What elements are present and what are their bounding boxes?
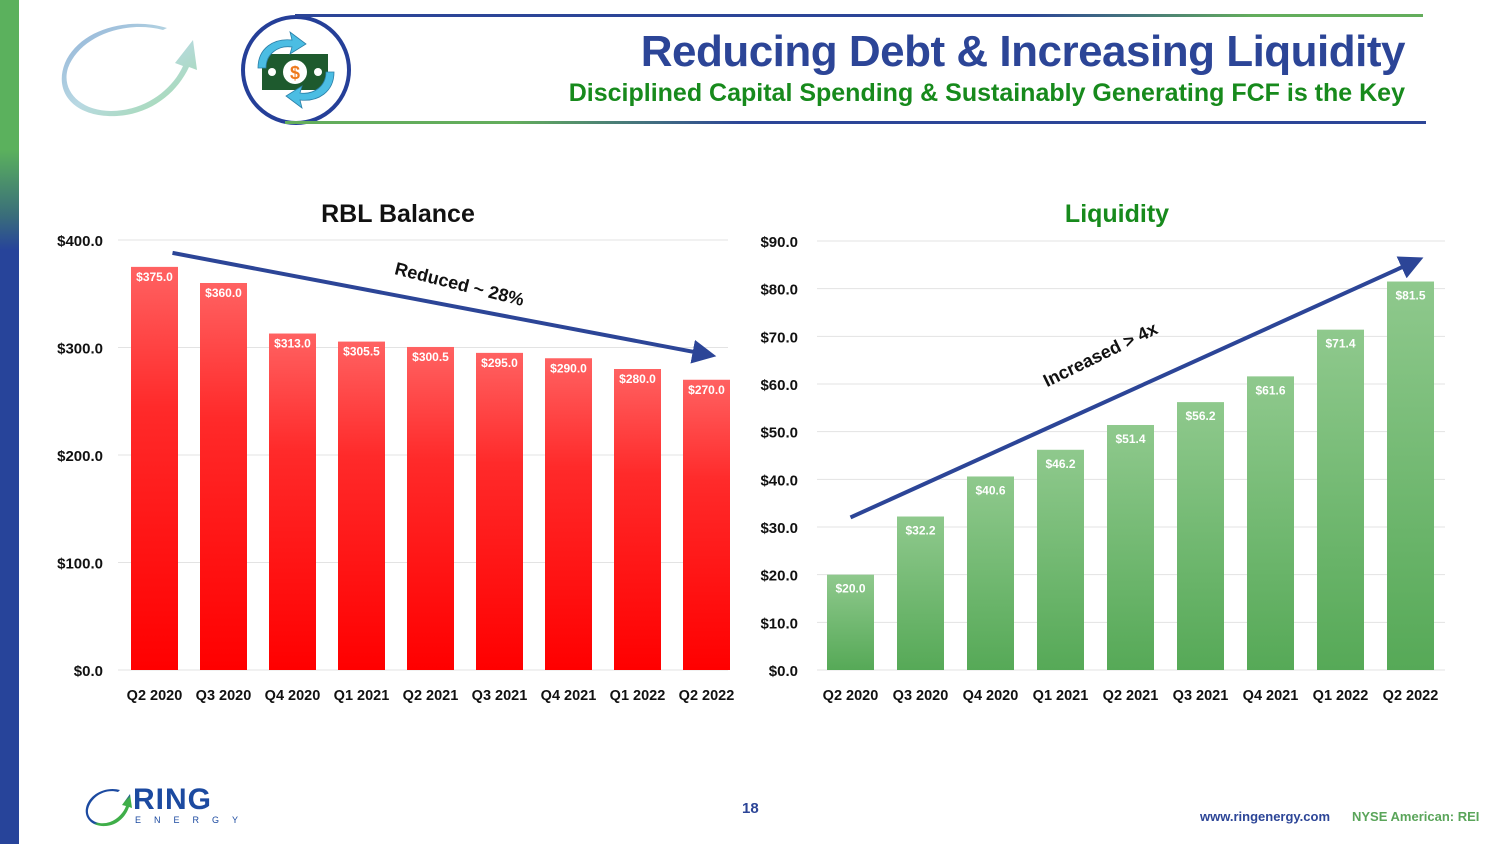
trend-arrow xyxy=(172,250,717,364)
x-tick-label: Q1 2022 xyxy=(610,688,666,704)
sidebar-accent-bar xyxy=(0,0,19,844)
data-label: $305.5 xyxy=(343,345,380,359)
y-tick-label: $60.0 xyxy=(760,377,798,394)
data-label: $375.0 xyxy=(136,270,173,284)
data-label: $295.0 xyxy=(481,356,518,370)
ring-logo-word: RING xyxy=(133,783,212,816)
data-label: $300.5 xyxy=(412,350,449,364)
bar xyxy=(338,341,385,670)
page-title: Reducing Debt & Increasing Liquidity xyxy=(640,27,1406,76)
ring-logo-subword: ENERGY xyxy=(135,815,252,825)
data-label: $81.5 xyxy=(1395,289,1425,303)
x-tick-label: Q2 2021 xyxy=(1103,688,1159,704)
ring-energy-logo-icon xyxy=(85,788,132,827)
bar xyxy=(1247,376,1294,670)
x-tick-label: Q2 2021 xyxy=(403,688,459,704)
y-tick-label: $0.0 xyxy=(74,663,103,680)
x-tick-label: Q1 2021 xyxy=(1033,688,1089,704)
page-number: 18 xyxy=(742,800,759,817)
x-tick-label: Q4 2020 xyxy=(265,688,321,704)
data-label: $40.6 xyxy=(975,483,1005,497)
y-tick-label: $300.0 xyxy=(57,341,103,358)
y-tick-label: $100.0 xyxy=(57,556,103,573)
data-label: $61.6 xyxy=(1255,383,1285,397)
trend-arrow xyxy=(849,256,1424,520)
bar xyxy=(614,369,661,670)
x-tick-label: Q1 2021 xyxy=(334,688,390,704)
y-tick-label: $0.0 xyxy=(769,663,798,680)
x-tick-label: Q2 2020 xyxy=(823,688,879,704)
x-tick-label: Q4 2021 xyxy=(541,688,597,704)
bar xyxy=(269,333,316,670)
data-label: $360.0 xyxy=(205,286,242,300)
page-subtitle: Disciplined Capital Spending & Sustainab… xyxy=(568,79,1405,107)
chart-title: RBL Balance xyxy=(321,200,475,228)
bar xyxy=(407,346,454,670)
bar xyxy=(683,379,730,670)
x-tick-label: Q3 2020 xyxy=(196,688,252,704)
y-tick-label: $70.0 xyxy=(760,329,798,346)
svg-text:$: $ xyxy=(290,63,300,83)
data-label: $46.2 xyxy=(1045,457,1075,471)
y-tick-label: $90.0 xyxy=(760,234,798,251)
bar xyxy=(967,476,1014,670)
x-tick-label: Q3 2021 xyxy=(1173,688,1229,704)
x-tick-label: Q3 2021 xyxy=(472,688,528,704)
data-label: $32.2 xyxy=(905,524,935,538)
bar xyxy=(476,352,523,670)
data-label: $51.4 xyxy=(1115,432,1145,446)
bar xyxy=(1107,424,1154,670)
bar xyxy=(1037,449,1084,670)
x-tick-label: Q2 2022 xyxy=(1383,688,1439,704)
data-label: $280.0 xyxy=(619,372,656,386)
y-tick-label: $50.0 xyxy=(760,425,798,442)
data-label: $56.2 xyxy=(1185,409,1215,423)
header-rule-top xyxy=(295,14,1423,17)
bar xyxy=(545,358,592,670)
bar xyxy=(1387,281,1434,670)
x-tick-label: Q3 2020 xyxy=(893,688,949,704)
y-tick-label: $40.0 xyxy=(760,472,798,489)
circular-arrow-logo-icon xyxy=(61,23,197,117)
liquidity-chart: Liquidity $0.0 $10.0 $20.0 $30.0 $40.0 $50.0 $… xyxy=(760,200,1445,704)
y-tick-label: $20.0 xyxy=(760,568,798,585)
x-tick-label: Q2 2022 xyxy=(679,688,735,704)
y-tick-label: $80.0 xyxy=(760,282,798,299)
trend-annotation: Increased > 4x xyxy=(1040,318,1161,391)
x-tick-label: Q4 2020 xyxy=(963,688,1019,704)
stock-ticker: NYSE American: REI xyxy=(1352,809,1480,824)
x-tick-label: Q1 2022 xyxy=(1313,688,1369,704)
bar xyxy=(1177,402,1224,670)
header-rule-bottom xyxy=(285,121,1426,124)
data-label: $313.0 xyxy=(274,337,311,351)
x-tick-label: Q2 2020 xyxy=(127,688,183,704)
y-tick-label: $400.0 xyxy=(57,233,103,250)
rbl-balance-chart: RBL Balance $0.0 $100.0 $200.0 $300.0 $400.0… xyxy=(57,200,734,704)
y-tick-label: $200.0 xyxy=(57,448,103,465)
website-link[interactable]: www.ringenergy.com xyxy=(1200,809,1331,824)
chart-title: Liquidity xyxy=(1065,200,1169,228)
bar xyxy=(1317,329,1364,670)
bar xyxy=(897,516,944,670)
data-label: $71.4 xyxy=(1325,337,1355,351)
data-label: $270.0 xyxy=(688,383,725,397)
y-tick-label: $10.0 xyxy=(760,615,798,632)
trend-annotation: Reduced ~ 28% xyxy=(393,258,526,309)
data-label: $20.0 xyxy=(835,582,865,596)
y-tick-label: $30.0 xyxy=(760,520,798,537)
bar xyxy=(827,574,874,670)
bar xyxy=(200,283,247,670)
money-exchange-icon: $ xyxy=(241,15,351,125)
data-label: $290.0 xyxy=(550,361,587,375)
x-tick-label: Q4 2021 xyxy=(1243,688,1299,704)
bar xyxy=(131,266,178,670)
